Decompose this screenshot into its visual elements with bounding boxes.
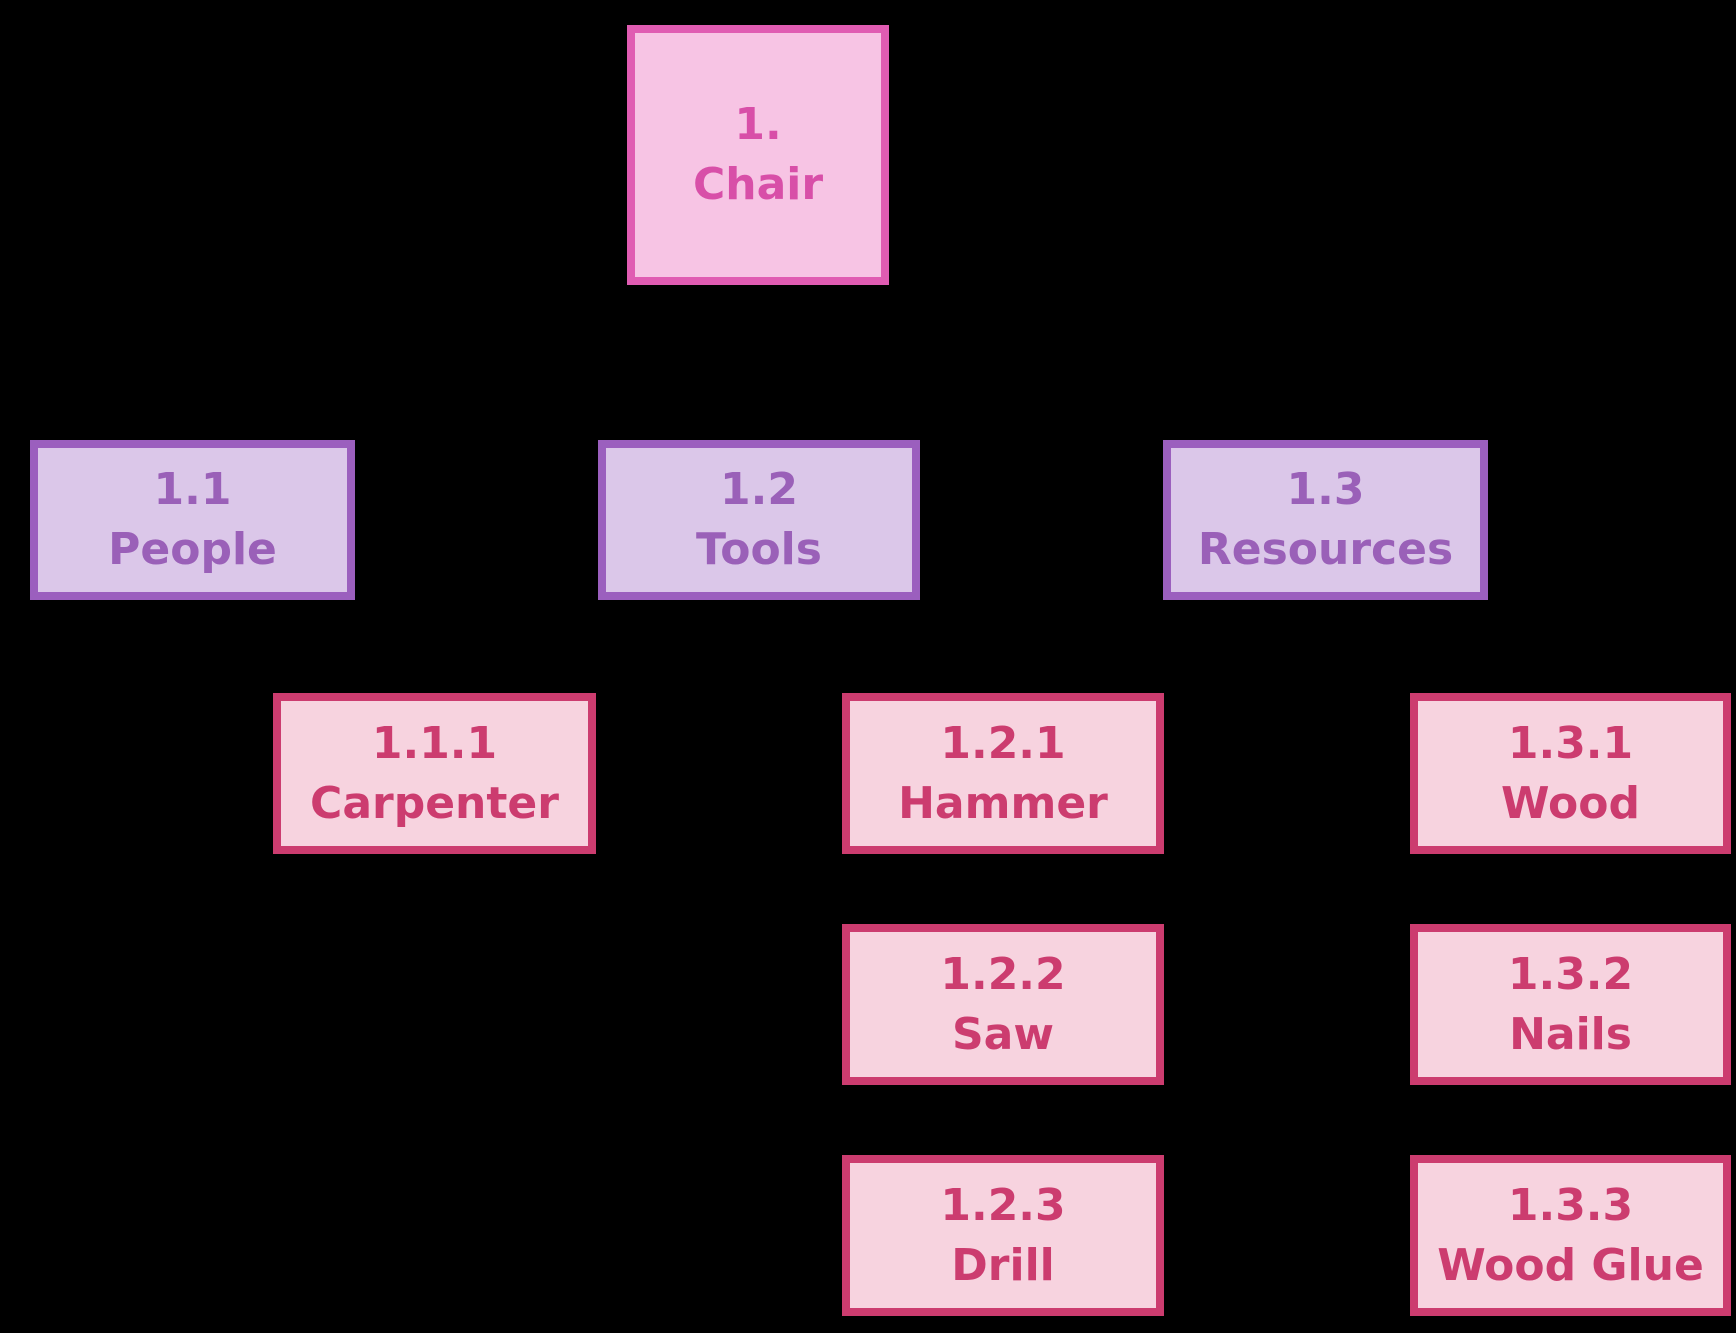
node-nails-label: Nails [1509,1008,1632,1060]
node-tools-label: Tools [696,524,822,575]
node-chair: 1. Chair [627,25,889,285]
node-people-number: 1.1 [153,464,232,515]
node-wood-glue-number: 1.3.3 [1507,1179,1634,1231]
connector-chair-people [191,153,627,440]
node-hammer-number: 1.2.1 [940,717,1066,769]
node-nails: 1.3.2 Nails [1410,924,1731,1085]
node-drill-number: 1.2.3 [940,1179,1066,1231]
node-drill-label: Drill [951,1239,1055,1291]
node-wood-glue: 1.3.3 Wood Glue [1410,1155,1731,1316]
node-resources-number: 1.3 [1286,464,1365,515]
node-carpenter: 1.1.1 Carpenter [273,693,596,854]
node-carpenter-label: Carpenter [310,777,559,829]
node-wood-label: Wood [1501,777,1640,829]
node-people: 1.1 People [30,440,355,600]
node-wood-glue-label: Wood Glue [1437,1239,1704,1291]
node-tools-number: 1.2 [720,464,798,515]
connector-people-carpenter [191,600,273,776]
node-people-label: People [108,524,277,575]
node-saw: 1.2.2 Saw [842,924,1164,1085]
node-resources-label: Resources [1197,524,1454,575]
node-saw-label: Saw [951,1008,1055,1060]
node-wood: 1.3.1 Wood [1410,693,1731,854]
node-nails-number: 1.3.2 [1507,948,1634,1000]
node-tools: 1.2 Tools [598,440,920,600]
node-saw-number: 1.2.2 [940,948,1066,1000]
node-resources: 1.3 Resources [1163,440,1488,600]
node-hammer-label: Hammer [898,777,1108,829]
connector-chair-resources [889,153,1328,440]
node-hammer: 1.2.1 Hammer [842,693,1164,854]
node-chair-number: 1. [734,99,782,150]
node-drill: 1.2.3 Drill [842,1155,1164,1316]
node-wood-number: 1.3.1 [1507,717,1634,769]
node-carpenter-number: 1.1.1 [371,717,498,769]
node-chair-label: Chair [692,159,824,210]
